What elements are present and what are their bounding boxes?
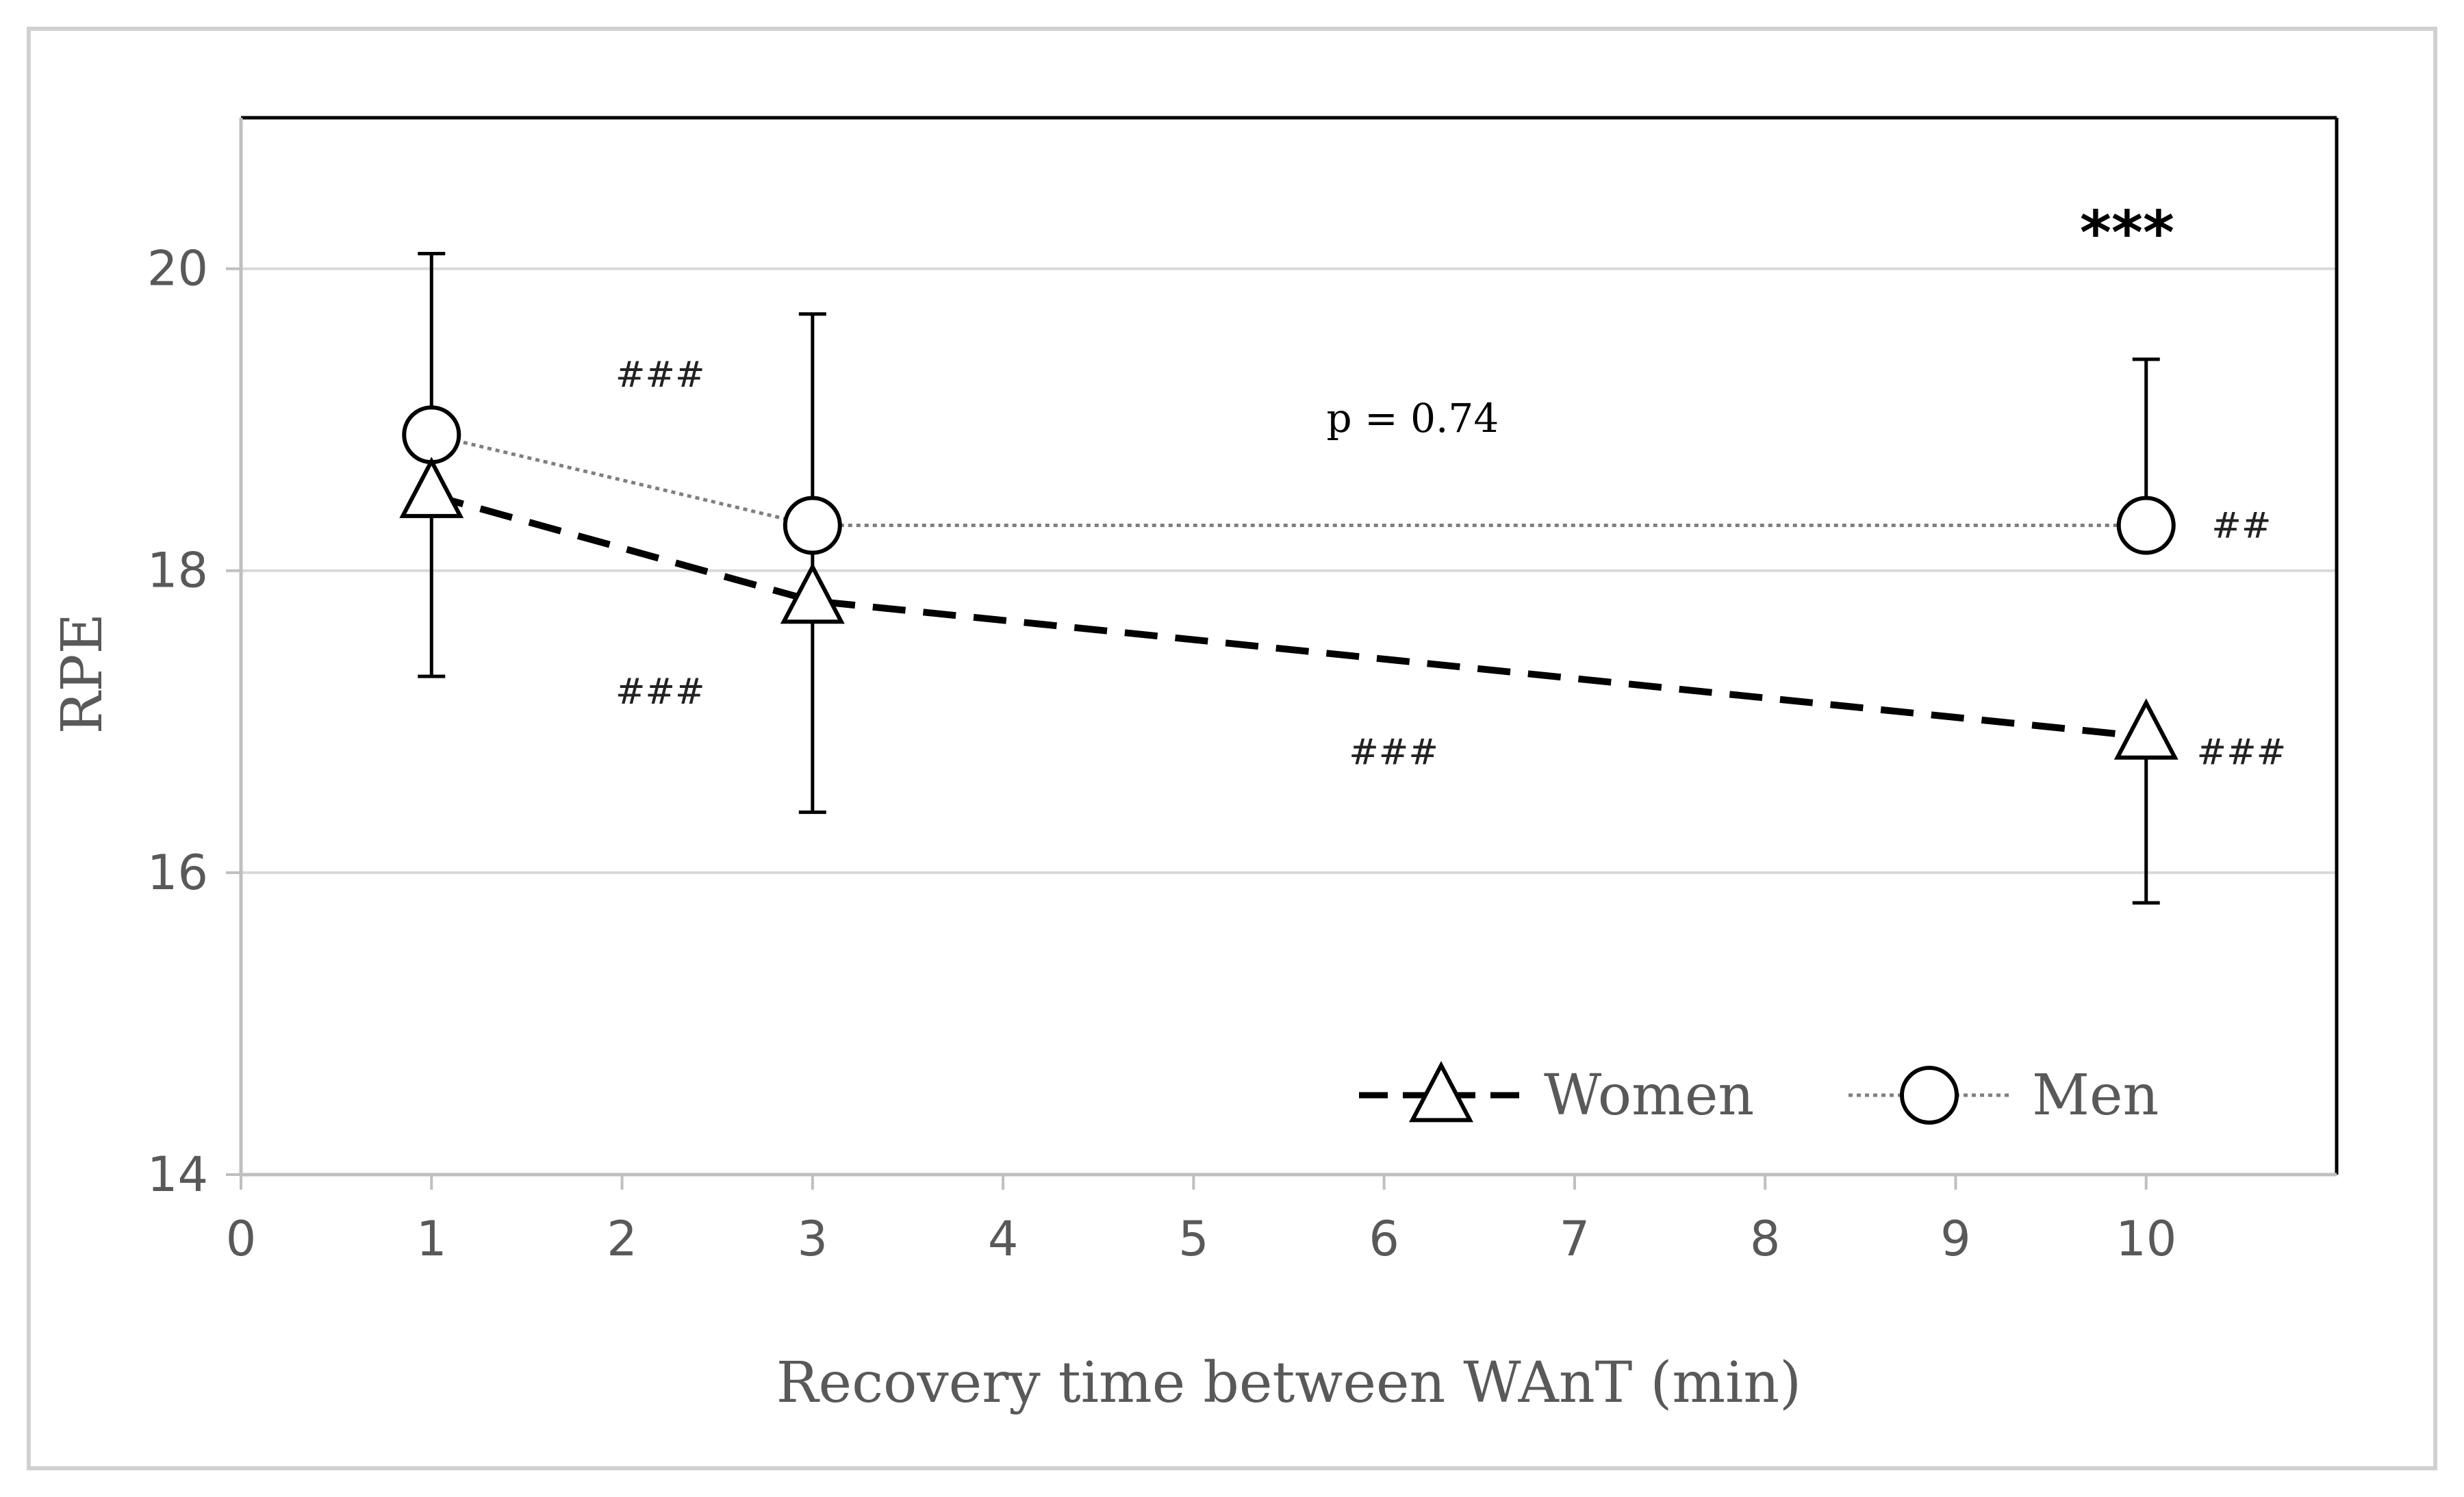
legend-label-women: Women bbox=[1544, 1063, 1754, 1128]
x-tick-label-8: 8 bbox=[1750, 1211, 1781, 1267]
x-tick-label-9: 9 bbox=[1940, 1211, 1971, 1267]
data-point-men-1 bbox=[402, 405, 461, 465]
x-tick-label-2: 2 bbox=[607, 1211, 637, 1267]
data-point-women-3 bbox=[780, 562, 845, 624]
legend: Women Men bbox=[1359, 1060, 2159, 1128]
x-tick-label-3: 3 bbox=[798, 1211, 828, 1267]
x-tick-label-10: 10 bbox=[2116, 1211, 2176, 1267]
annotation-hash-1: ### bbox=[615, 671, 705, 713]
annotations: ##############***p = 0.74 bbox=[615, 197, 2286, 773]
annotation-hash-4: ### bbox=[2197, 732, 2287, 773]
data-point-men-10 bbox=[2116, 496, 2176, 555]
y-tick-label-16: 16 bbox=[147, 845, 208, 901]
annotation-significance-stars: *** bbox=[2080, 197, 2174, 268]
data-series bbox=[399, 252, 2179, 905]
data-point-women-1 bbox=[399, 457, 464, 518]
x-tick-label-4: 4 bbox=[988, 1211, 1019, 1267]
data-point-men-3 bbox=[783, 496, 842, 555]
x-tick-label-7: 7 bbox=[1560, 1211, 1590, 1267]
legend-label-men: Men bbox=[2032, 1063, 2159, 1128]
figure-border bbox=[27, 27, 2437, 1470]
legend-marker-men bbox=[1900, 1066, 1959, 1125]
y-tick-label-14: 14 bbox=[147, 1147, 208, 1203]
annotation-hash-3: ## bbox=[2211, 506, 2271, 547]
annotation-hash-0: ### bbox=[615, 355, 705, 396]
annotation-hash-2: ### bbox=[1349, 732, 1438, 773]
x-axis-title: Recovery time between WAnT (min) bbox=[776, 1351, 1801, 1416]
series-line-women bbox=[430, 491, 2147, 741]
annotation-p-value: p = 0.74 bbox=[1327, 395, 1499, 442]
y-axis-title: RPE bbox=[50, 613, 115, 734]
y-tick-label-20: 20 bbox=[147, 241, 208, 297]
plot-frame bbox=[239, 116, 2339, 1177]
gridlines bbox=[241, 267, 2337, 874]
x-tick-label-5: 5 bbox=[1178, 1211, 1209, 1267]
data-point-women-10 bbox=[2113, 698, 2179, 760]
legend-marker-women bbox=[1409, 1060, 1473, 1123]
x-tick-label-6: 6 bbox=[1369, 1211, 1399, 1267]
y-tick-label-18: 18 bbox=[147, 543, 208, 599]
x-tick-label-1: 1 bbox=[416, 1211, 447, 1267]
x-tick-label-0: 0 bbox=[226, 1211, 257, 1267]
axis-ticks: 0 1 2 3 4 5 6 7 8 9 10 14 16 18 20 bbox=[147, 241, 2176, 1267]
